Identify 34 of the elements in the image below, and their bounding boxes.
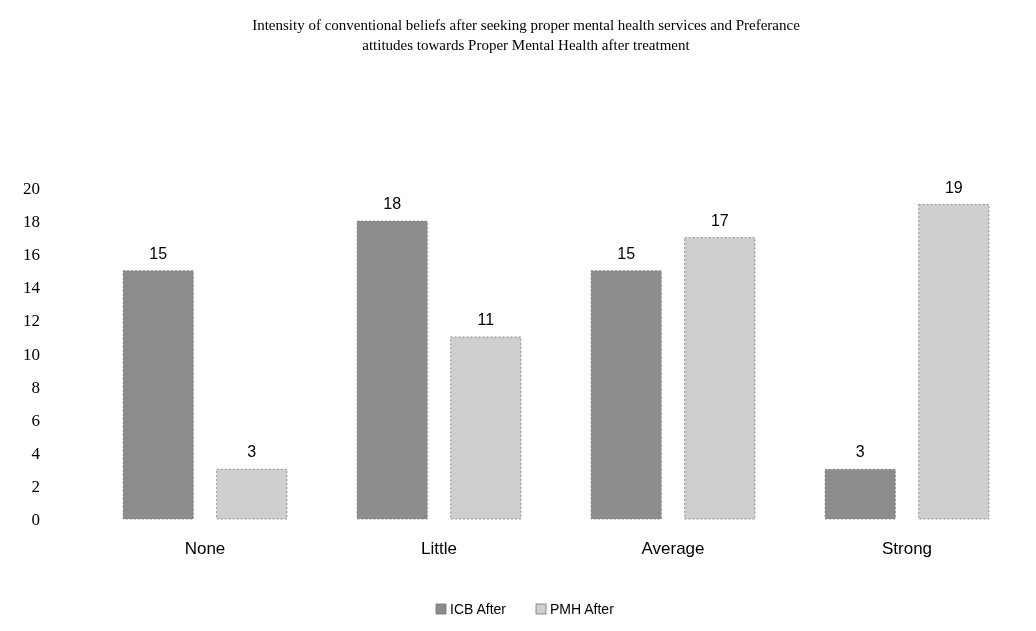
data-label: 19: [944, 178, 963, 196]
bar: [824, 468, 896, 520]
y-tick-label: 6: [31, 410, 40, 430]
chart-title: Intensity of conventional beliefs after seeking proper mental health services and Preferance attitudes towards Proper Mental Health after treatment: [252, 17, 801, 53]
x-tick-label: Average: [641, 539, 705, 558]
bar: [590, 270, 662, 520]
bar: [684, 237, 756, 520]
data-label: 15: [617, 244, 636, 262]
y-tick-label: 8: [31, 377, 40, 397]
bar: [216, 468, 288, 520]
bar: [122, 270, 194, 520]
bar: [450, 336, 522, 520]
data-label: 18: [383, 195, 402, 213]
y-tick-label: 10: [23, 344, 40, 364]
x-tick-label: None: [184, 539, 226, 558]
y-tick-label: 2: [31, 476, 40, 496]
y-tick-label: 14: [23, 278, 41, 298]
x-tick-label: Little: [421, 539, 457, 558]
legend-label: ICB After: [450, 601, 507, 617]
bar: [356, 220, 428, 520]
y-tick-label: 12: [23, 311, 40, 331]
data-label: 11: [477, 310, 495, 328]
y-tick-label: 18: [23, 212, 40, 232]
y-tick-label: 20: [23, 179, 40, 198]
y-tick-label: 0: [31, 510, 40, 529]
data-label: 3: [247, 443, 257, 461]
bar: [918, 204, 990, 520]
data-label: 17: [710, 211, 729, 229]
legend-label: PMH After: [550, 601, 615, 617]
y-tick-label: 4: [31, 443, 41, 463]
data-label: 3: [855, 443, 865, 461]
x-tick-label: Strong: [881, 539, 933, 558]
y-tick-label: 16: [23, 245, 40, 265]
data-label: 15: [149, 244, 168, 262]
